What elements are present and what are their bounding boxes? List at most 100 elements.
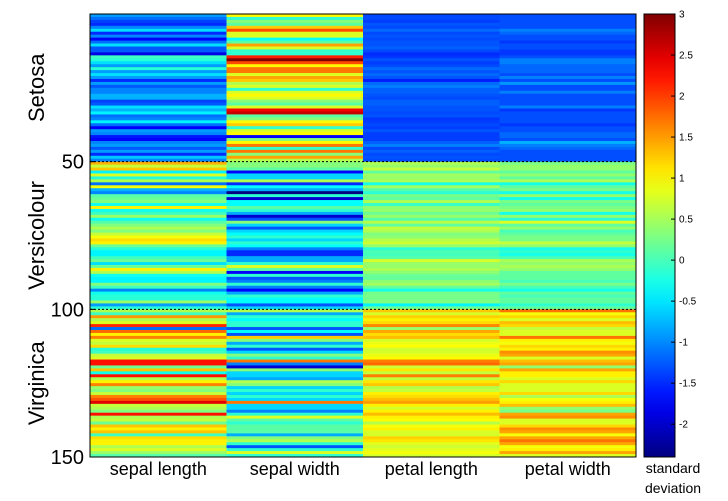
heatmap-cell xyxy=(90,220,227,225)
heatmap-cell xyxy=(363,40,500,44)
heatmap-cell xyxy=(90,73,227,77)
heatmap-cell xyxy=(363,205,500,210)
heatmap-cell xyxy=(363,288,500,293)
heatmap-cell xyxy=(363,223,500,228)
heatmap-cell xyxy=(226,67,364,71)
heatmap-cell xyxy=(90,164,227,168)
heatmap-cell xyxy=(363,267,500,272)
heatmap-cell xyxy=(499,285,637,290)
heatmap-cell xyxy=(90,235,227,239)
heatmap-cell xyxy=(363,377,500,381)
heatmap-cell xyxy=(363,67,500,71)
heatmap-cell xyxy=(499,197,637,201)
heatmap-cell xyxy=(499,14,637,18)
heatmap-cell xyxy=(499,383,637,387)
heatmap-cell xyxy=(363,70,500,74)
heatmap-cell xyxy=(499,338,637,343)
heatmap-cell xyxy=(90,126,227,130)
heatmap-cell xyxy=(363,105,500,109)
heatmap-cell xyxy=(226,52,364,56)
heatmap-cell xyxy=(90,279,227,284)
heatmap-cell xyxy=(90,288,227,293)
heatmap-cell xyxy=(90,439,227,443)
heatmap-cell xyxy=(226,445,364,449)
heatmap-cell xyxy=(90,129,227,133)
colorbar-tick-label: -2 xyxy=(679,420,688,431)
heatmap-cell xyxy=(226,226,364,230)
heatmap-cell xyxy=(499,356,637,360)
heatmap-cell xyxy=(226,143,364,148)
heatmap-cell xyxy=(90,76,227,80)
heatmap-cell xyxy=(363,129,500,133)
heatmap-cell xyxy=(363,374,500,378)
heatmap-cell xyxy=(499,238,637,242)
heatmap-cell xyxy=(363,265,500,269)
heatmap-cell xyxy=(363,211,500,216)
colorbar-tick-label: 0 xyxy=(679,256,685,267)
heatmap-cell xyxy=(363,253,500,257)
heatmap-cell xyxy=(499,241,637,245)
heatmap-cell xyxy=(499,368,637,372)
heatmap-cell xyxy=(90,34,227,39)
heatmap-cell xyxy=(226,400,364,405)
heatmap-cell xyxy=(499,235,637,239)
heatmap-cell xyxy=(226,335,364,340)
heatmap-cell xyxy=(499,397,637,402)
heatmap-cell xyxy=(499,185,637,189)
heatmap-cell xyxy=(363,241,500,245)
heatmap-cell xyxy=(90,87,227,92)
heatmap-cell xyxy=(90,61,227,65)
heatmap-cell xyxy=(226,138,364,142)
heatmap-cell xyxy=(499,267,637,272)
heatmap-cell xyxy=(226,421,364,425)
heatmap-cell xyxy=(90,318,227,322)
row-tick-label: 100 xyxy=(51,299,84,321)
heatmap-cell xyxy=(363,279,500,284)
heatmap-cell xyxy=(499,256,637,260)
heatmap-cell xyxy=(363,353,500,357)
heatmap-cell xyxy=(90,108,227,112)
heatmap-cell xyxy=(363,454,500,458)
heatmap-cell xyxy=(363,433,500,437)
heatmap-cell xyxy=(499,78,637,83)
heatmap-cell xyxy=(363,182,500,186)
heatmap-cell xyxy=(499,282,637,287)
heatmap-cell xyxy=(499,25,637,30)
heatmap-cell xyxy=(363,294,500,298)
heatmap-cell xyxy=(90,403,227,408)
heatmap-cell xyxy=(90,132,227,136)
heatmap-cell xyxy=(226,22,364,27)
heatmap-cell xyxy=(363,155,500,160)
colorbar-tick-label: 0.5 xyxy=(679,215,693,226)
heatmap-cell xyxy=(226,247,364,251)
heatmap-cell xyxy=(499,120,637,124)
heatmap-cell xyxy=(226,64,364,68)
heatmap-cell xyxy=(90,81,227,86)
heatmap-cell xyxy=(363,250,500,254)
colorbar-gradient xyxy=(644,14,675,457)
heatmap-cell xyxy=(226,235,364,239)
heatmap-cell xyxy=(90,214,227,219)
heatmap-cell xyxy=(90,306,227,310)
heatmap-cell xyxy=(90,114,227,118)
heatmap-cell xyxy=(90,185,227,189)
heatmap-cell xyxy=(90,259,227,263)
heatmap-cell xyxy=(90,28,227,33)
heatmap-cell xyxy=(363,412,500,417)
heatmap-cell xyxy=(499,143,637,148)
column-label: sepal length xyxy=(110,459,207,479)
colorbar-title-line1: standard xyxy=(646,460,700,476)
heatmap-cell xyxy=(499,73,637,77)
heatmap-cell xyxy=(226,14,364,18)
heatmap-cell xyxy=(363,430,500,434)
heatmap-cell xyxy=(226,341,364,346)
heatmap-cell xyxy=(363,350,500,355)
heatmap-cell xyxy=(499,312,637,316)
heatmap-cell xyxy=(226,40,364,44)
heatmap-cell xyxy=(90,362,227,366)
heatmap-cell xyxy=(499,321,637,325)
heatmap-cell xyxy=(363,418,500,422)
heatmap-cell xyxy=(363,415,500,419)
heatmap-cell xyxy=(499,415,637,419)
heatmap-cell xyxy=(90,96,227,101)
